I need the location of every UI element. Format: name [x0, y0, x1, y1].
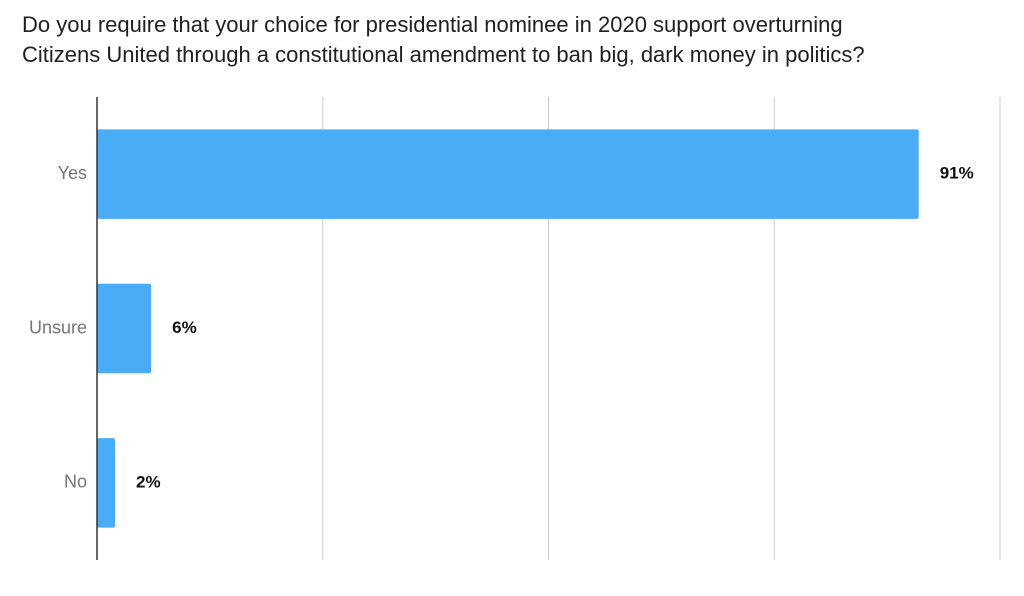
category-label: Unsure [29, 317, 87, 337]
chart-title-line-2: Citizens United through a constitutional… [22, 42, 865, 67]
category-label: Yes [58, 163, 87, 183]
category-label: No [64, 472, 87, 492]
data-label: 6% [172, 318, 197, 337]
bar-no [97, 438, 116, 528]
bar-unsure [97, 283, 152, 374]
chart-title: Do you require that your choice for pres… [22, 10, 1002, 70]
data-label: 91% [940, 164, 974, 183]
bar-yes [97, 129, 919, 219]
chart-title-line-1: Do you require that your choice for pres… [22, 12, 843, 37]
data-label: 2% [136, 472, 161, 491]
